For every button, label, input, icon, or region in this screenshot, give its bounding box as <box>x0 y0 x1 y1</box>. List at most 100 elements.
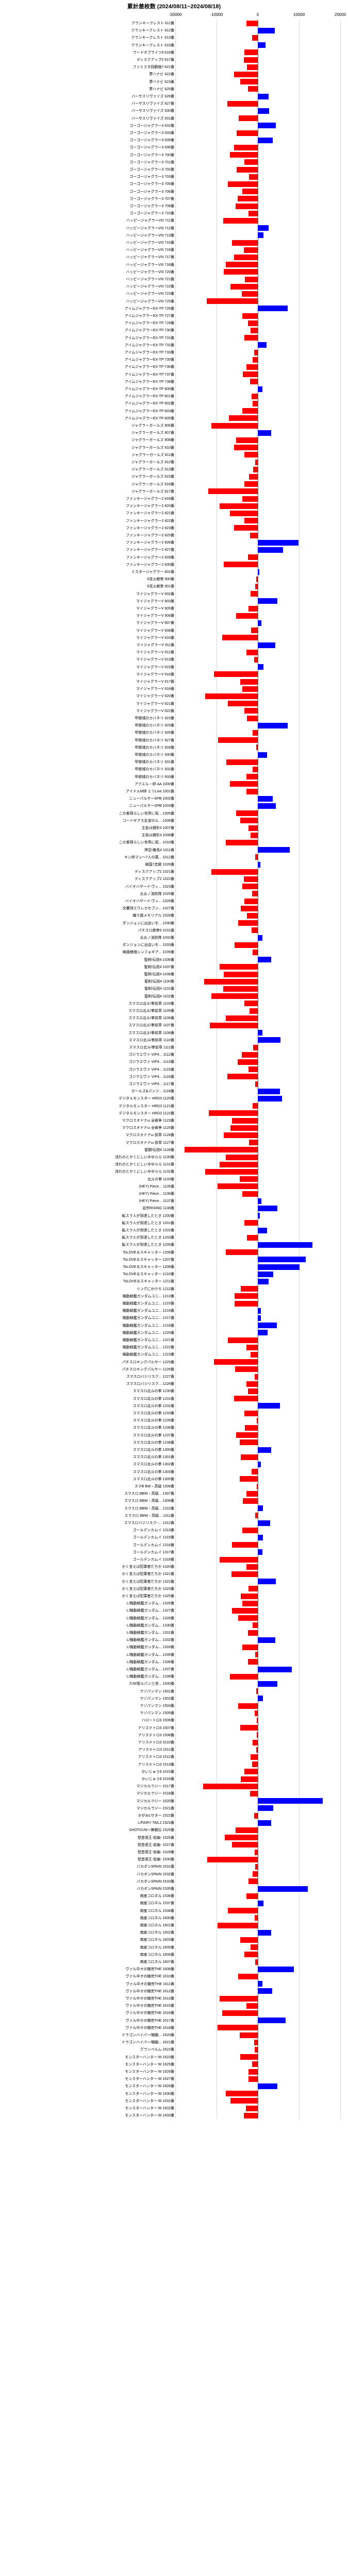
bar-row: マイジャグラーV 915番 <box>0 664 348 671</box>
bar <box>230 2098 258 2104</box>
bar <box>246 1491 258 1497</box>
bar <box>258 1535 263 1540</box>
row-label: キン肉マン～7人の悪... 1012番 <box>124 855 175 860</box>
bar <box>256 1688 258 1694</box>
bar <box>235 1293 258 1299</box>
row-label: (HEY) Piece... 1137番 <box>139 1198 175 1204</box>
bar <box>248 825 258 831</box>
bar <box>234 1396 258 1401</box>
bar-row: 交響詩エウレカセブン... 1027番 <box>0 905 348 912</box>
row-label: L/機動戦艦ガンダム... 1333番 <box>127 1645 175 1650</box>
row-label: アリステトロ3 1512番 <box>138 1754 175 1759</box>
bar-row: 流れのとかくにしいゆゆらら 1131番 <box>0 1161 348 1168</box>
bar-row: ジャグラーガールズ 817番 <box>0 488 348 495</box>
row-label: 機動戦艦ガンダムユニ... 1216番 <box>123 1308 175 1313</box>
row-label: スマスロ北斗の拳 1238番 <box>133 1440 175 1445</box>
row-label: 聖剣!伝説4 1038番 <box>144 972 175 977</box>
bar-row: マクロスオドナω 全戦争 1123番 <box>0 1117 348 1124</box>
bar-row: 転スラ人が到達したとき 1203番 <box>0 1234 348 1241</box>
row-label: ジャグラーガールズ 817番 <box>131 489 175 494</box>
bar-row: モンスターハンター:W 1628番 <box>0 2082 348 2090</box>
row-label: ラゾパンマン 1503番 <box>140 1703 175 1708</box>
bar-row: ヴァル中オの機完THE 1618番 <box>0 2024 348 2031</box>
bar <box>248 2069 258 2075</box>
bar-row: L/機動戦艦ガンダム... 1333番 <box>0 1643 348 1651</box>
bar <box>207 298 258 304</box>
bar <box>255 1710 258 1716</box>
row-label: (HEY) Piece... 1135番 <box>139 1184 175 1189</box>
bar-row: スマスロバジリスク... 1227番 <box>0 1373 348 1380</box>
row-label: スマスロ BBW・高級... 1308番 <box>124 1498 175 1503</box>
bar <box>248 1878 258 1884</box>
bar-row: ゴーゴージャグラー3 632番 <box>0 122 348 129</box>
bar <box>242 408 258 414</box>
bar-row: ゴーゴージャグラー3 636番 <box>0 144 348 151</box>
bar <box>218 1923 258 1928</box>
row-label: ヴァル中オの機完THE 1611番 <box>126 1981 175 1987</box>
row-label: ジャグラーガールズ 812番 <box>131 460 175 465</box>
bar <box>258 1213 260 1218</box>
row-label: スマスロ北斗の拳 1237番 <box>133 1433 175 1438</box>
row-label: ゴールデンカムイ 1315番 <box>132 1535 175 1540</box>
bar <box>258 935 262 941</box>
row-label: ToLOVEるスキャッター 1206番 <box>123 1250 175 1255</box>
bar <box>244 1220 258 1226</box>
row-label: L/機動戦艦ガンダム... 1332番 <box>127 1637 175 1642</box>
row-label: クランキークレスト 611番 <box>131 21 175 26</box>
bar <box>251 628 258 633</box>
row-label: ラゾパンマン 1502番 <box>140 1696 175 1701</box>
row-label: ジャグラーガールズ 815番 <box>131 474 175 479</box>
row-label: ゴジラエヴァ VIP4... 1116番 <box>129 1074 175 1079</box>
bar-row: ラゾパンマン 1503番 <box>0 1702 348 1709</box>
bar-row: スマスロ北斗/拳前章 1108番 <box>0 1029 348 1037</box>
bar <box>258 1930 271 1936</box>
bar-row: バーサスリヴァイズ 630番 <box>0 107 348 114</box>
row-label: 聖剣!伝説4 1100番 <box>144 979 175 984</box>
bar <box>258 1272 273 1277</box>
bar <box>256 1747 258 1753</box>
row-label: スマスロ北斗/拳前章 1111番 <box>129 1045 175 1050</box>
row-label: ジャグラーガールズ 806番 <box>131 423 175 428</box>
bar <box>258 796 273 802</box>
row-label: スマスロ北斗の拳 1230番 <box>133 1388 175 1394</box>
bar-row: バイオハザード:ヴィ... 1023番 <box>0 883 348 890</box>
bar <box>210 1023 258 1028</box>
bar <box>244 518 258 523</box>
bar-row: L/機動戦艦ガンダム... 1338番 <box>0 1673 348 1680</box>
bar <box>255 1374 258 1380</box>
bar <box>241 906 258 911</box>
bar <box>258 1403 280 1409</box>
bar <box>244 1411 258 1416</box>
bar <box>207 1857 258 1862</box>
bar-row: ゴーゴージャグラー3 708番 <box>0 202 348 210</box>
bar-row: ゴーゴージャグラー3 703番 <box>0 173 348 180</box>
bar <box>257 1484 258 1489</box>
bar <box>258 1637 275 1643</box>
bar <box>258 2083 277 2089</box>
row-label: アイムジャグラーEX-TP 733番 <box>125 350 175 355</box>
bar-row: 機動戦艦ガンダムユニ... 1220番 <box>0 1329 348 1336</box>
bar <box>240 1476 258 1482</box>
row-label: ヴァル中オの機完THE 1610番 <box>125 1974 175 1979</box>
row-label: マイジャグラーV 921番 <box>136 701 175 706</box>
bar <box>232 1842 258 1848</box>
row-label: ゴーゴージャグラー3 700番 <box>129 152 175 158</box>
row-label: 戦国†恋姫 1020番 <box>145 862 175 867</box>
bar-row: アイムジャグラーEX-TP 738番 <box>0 378 348 385</box>
row-label: アイムジャグラーEX-TP 737番 <box>125 372 175 377</box>
row-label: スマスロ北斗/拳前章 1105番 <box>128 1008 175 1013</box>
bar-row: ゴーゴージャグラー3 635番 <box>0 137 348 144</box>
bar-row: 南座コロネル 1537番 <box>0 1900 348 1907</box>
bar <box>258 2018 286 2023</box>
bar-row: スマスロ北斗の拳 1235番 <box>0 1417 348 1424</box>
bar <box>256 577 258 582</box>
bar-row: ハッピージャグラーVIII 716番 <box>0 246 348 253</box>
bar <box>246 364 258 370</box>
row-label: 機動戦艦ガンダムユニ... 1220番 <box>123 1330 175 1335</box>
row-label: 転スラ人が到達したとき 1203番 <box>122 1235 175 1240</box>
bar-row: スマスロ北斗/拳前章 1103番 <box>0 1000 348 1007</box>
row-label: モンスターハンター:W 1632番 <box>125 2106 175 2111</box>
bar-row: ワードオブライツⅡ 616番 <box>0 49 348 56</box>
row-label: ハッピージャグラーVIII 723番 <box>126 291 175 296</box>
bar-row: かがみ1サター 1522番 <box>0 1812 348 1819</box>
